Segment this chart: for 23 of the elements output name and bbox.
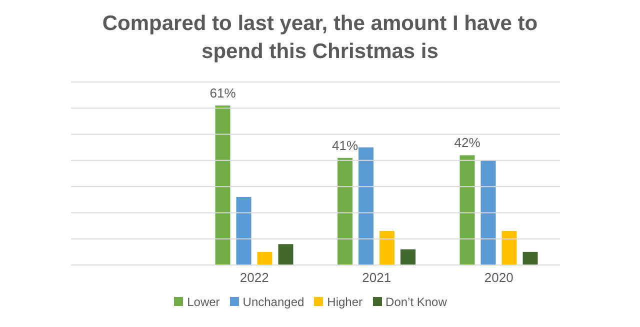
data-label: 61% bbox=[210, 86, 236, 101]
bar bbox=[460, 155, 475, 265]
bar bbox=[338, 158, 353, 265]
bar bbox=[522, 252, 538, 265]
bar bbox=[236, 197, 252, 265]
chart-title: Compared to last year, the amount I have to spend this Christmas is bbox=[101, 11, 539, 65]
bar bbox=[278, 244, 294, 265]
bar bbox=[380, 231, 395, 265]
legend-label: Unchanged bbox=[242, 295, 304, 309]
bar bbox=[480, 160, 496, 265]
bar bbox=[400, 249, 416, 265]
data-label: 42% bbox=[454, 135, 481, 150]
data-label: 41% bbox=[332, 138, 358, 153]
bar bbox=[257, 252, 272, 265]
legend-label: Higher bbox=[327, 295, 363, 309]
bar bbox=[215, 106, 230, 265]
bar bbox=[502, 231, 517, 265]
x-tick-label: 2020 bbox=[484, 270, 514, 286]
legend-label: Lower bbox=[187, 295, 220, 309]
x-tick-label: 2021 bbox=[362, 270, 392, 286]
x-tick-label: 2022 bbox=[240, 270, 269, 286]
bar bbox=[358, 147, 374, 265]
legend-label: Don’t Know bbox=[386, 295, 447, 309]
